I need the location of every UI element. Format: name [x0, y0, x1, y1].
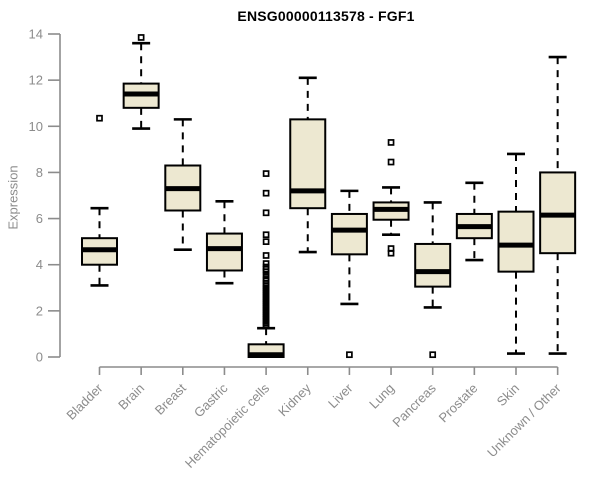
x-tick-label: Unknown / Other [484, 380, 564, 460]
x-tick-label: Kidney [275, 380, 314, 419]
outlier-point [262, 189, 270, 197]
outlier-point [387, 249, 395, 257]
outlier-point [387, 158, 395, 166]
outlier-point [262, 252, 270, 259]
x-tick-label: Pancreas [389, 380, 439, 430]
x-tick-label: Gastric [191, 380, 231, 420]
outlier-point [262, 238, 270, 245]
y-tick-label: 8 [36, 165, 43, 180]
box-group-lung: Lung [366, 139, 410, 412]
box-group-bladder: Bladder [63, 114, 118, 423]
outlier-point [429, 351, 437, 359]
outlier-point [262, 209, 270, 217]
y-tick-label: 6 [36, 211, 43, 226]
box-group-hematopoietic-cells: Hematopoietic cells [182, 170, 285, 471]
outlier-point [387, 139, 395, 146]
x-tick-label: Liver [325, 380, 356, 411]
outlier-point [96, 114, 103, 122]
x-tick-label: Prostate [436, 381, 481, 426]
y-tick-label: 2 [36, 303, 43, 318]
x-tick-label: Brain [115, 381, 147, 413]
box-group-kidney: Kidney [275, 76, 327, 419]
iqr-box [497, 210, 535, 273]
y-tick-label: 4 [36, 257, 43, 272]
y-tick-label: 12 [29, 73, 43, 88]
iqr-box [289, 118, 327, 210]
outlier-point [137, 34, 145, 41]
box-group-brain: Brain [115, 34, 160, 413]
outlier-point [262, 322, 270, 330]
box-group-gastric: Gastric [191, 199, 243, 420]
outlier-point [346, 351, 353, 359]
y-tick-label: 0 [36, 350, 43, 365]
outlier-point [262, 170, 270, 177]
y-tick-label: 14 [29, 27, 43, 42]
y-tick-label: 10 [29, 119, 43, 134]
box-group-liver: Liver [325, 189, 368, 411]
chart-title: ENSG00000113578 - FGF1 [237, 8, 415, 24]
x-tick-label: Lung [366, 381, 397, 412]
iqr-box [414, 242, 452, 288]
iqr-box [205, 232, 243, 272]
outlier-point [262, 231, 270, 239]
outlier-point [262, 268, 270, 275]
iqr-box [330, 212, 368, 256]
box-group-breast: Breast [152, 118, 202, 418]
x-tick-label: Bladder [63, 380, 106, 423]
box-group-skin: Skin [494, 152, 535, 409]
x-tick-label: Skin [494, 381, 522, 409]
x-tick-label: Breast [152, 380, 189, 417]
box-group-prostate: Prostate [436, 181, 493, 426]
box-group-pancreas: Pancreas [389, 201, 452, 430]
